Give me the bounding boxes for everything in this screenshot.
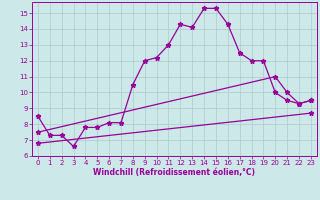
X-axis label: Windchill (Refroidissement éolien,°C): Windchill (Refroidissement éolien,°C) [93, 168, 255, 177]
